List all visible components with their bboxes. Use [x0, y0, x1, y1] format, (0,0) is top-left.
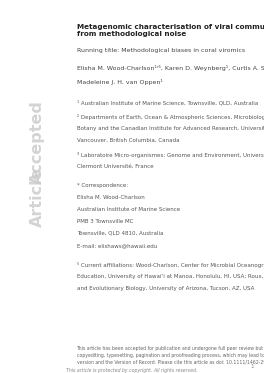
- Text: Accepted: Accepted: [30, 100, 44, 184]
- Text: ⁵ Current affiliations: Wood-Charlson, Center for Microbial Oceanography: Resear: ⁵ Current affiliations: Wood-Charlson, C…: [77, 262, 264, 268]
- Text: Vancouver, British Columbia, Canada: Vancouver, British Columbia, Canada: [77, 138, 179, 143]
- Text: * Correspondence:: * Correspondence:: [77, 183, 128, 188]
- Text: Australian Institute of Marine Science: Australian Institute of Marine Science: [77, 207, 180, 212]
- Text: ² Departments of Earth, Ocean & Atmospheric Sciences, Microbiology & Immunology,: ² Departments of Earth, Ocean & Atmosphe…: [77, 114, 264, 120]
- Text: copyediting, typesetting, pagination and proofreading process, which may lead to: copyediting, typesetting, pagination and…: [77, 353, 264, 358]
- Text: E-mail: elishaws@hawaii.edu: E-mail: elishaws@hawaii.edu: [77, 243, 157, 248]
- Text: Article: Article: [30, 168, 44, 228]
- Text: Townsville, QLD 4810, Australia: Townsville, QLD 4810, Australia: [77, 231, 163, 236]
- Text: Elisha M. Wood-Charlson¹ʳ⁵, Karen D. Weynberg¹, Curtis A. Suttle² Simon Roux²ʳ,: Elisha M. Wood-Charlson¹ʳ⁵, Karen D. Wey…: [77, 65, 264, 70]
- Text: Elisha M. Wood-Charlson: Elisha M. Wood-Charlson: [77, 195, 144, 200]
- Text: Clermont Université, France: Clermont Université, France: [77, 164, 153, 169]
- Text: Metagenomic characterisation of viral communities in corals: Mining biological s: Metagenomic characterisation of viral co…: [77, 24, 264, 37]
- Text: Running title: Methodological biases in coral viromics: Running title: Methodological biases in …: [77, 48, 245, 53]
- Text: ³ Laboratoire Micro-organismes: Genome and Environment, Université Blaise Pascal: ³ Laboratoire Micro-organismes: Genome a…: [77, 152, 264, 158]
- Text: version and the Version of Record. Please cite this article as doi: 10.1111/1462: version and the Version of Record. Pleas…: [77, 360, 264, 364]
- Text: This article has been accepted for publication and undergone full peer review bu: This article has been accepted for publi…: [77, 346, 264, 351]
- Text: Madeleine J. H. van Oppen¹: Madeleine J. H. van Oppen¹: [77, 79, 162, 85]
- Text: Education, University of Hawaiʻi at Manoa, Honolulu, HI, USA; Roux, Department o: Education, University of Hawaiʻi at Mano…: [77, 274, 264, 279]
- Text: This article is protected by copyright. All rights reserved.: This article is protected by copyright. …: [66, 368, 198, 373]
- Text: Botany and the Canadian Institute for Advanced Research, University of British C: Botany and the Canadian Institute for Ad…: [77, 126, 264, 131]
- Text: PMB 3 Townsville MC: PMB 3 Townsville MC: [77, 219, 133, 224]
- Text: 1: 1: [250, 364, 253, 369]
- Text: ¹ Australian Institute of Marine Science, Townsville, QLD, Australia: ¹ Australian Institute of Marine Science…: [77, 100, 258, 106]
- Text: and Evolutionary Biology, University of Arizona, Tucson, AZ, USA: and Evolutionary Biology, University of …: [77, 286, 254, 291]
